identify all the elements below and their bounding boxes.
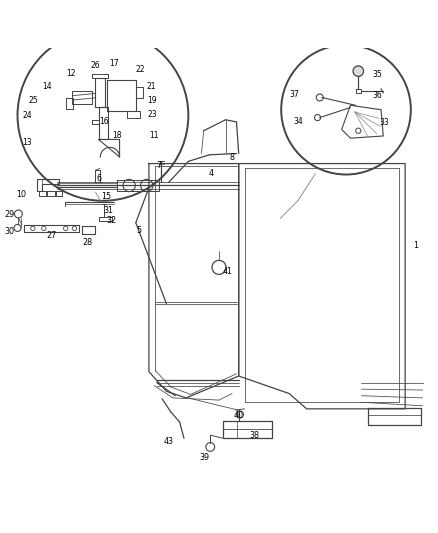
Text: 34: 34 [294,117,304,126]
Text: 22: 22 [135,65,145,74]
Text: 15: 15 [101,192,111,201]
Text: 30: 30 [5,227,14,236]
Text: 41: 41 [223,267,233,276]
Text: 25: 25 [28,95,38,104]
Text: 5: 5 [137,226,142,235]
Text: 17: 17 [109,59,119,68]
Circle shape [353,66,364,76]
Text: 1: 1 [413,241,419,250]
Text: 32: 32 [106,216,117,225]
Text: 29: 29 [4,211,15,219]
Text: 31: 31 [104,206,113,215]
Text: 23: 23 [148,110,157,118]
Text: 13: 13 [22,138,32,147]
Text: 39: 39 [200,453,210,462]
Text: 27: 27 [46,231,57,240]
Text: 18: 18 [113,132,122,141]
Text: 14: 14 [42,82,52,91]
Text: 16: 16 [99,117,109,126]
Text: 43: 43 [164,437,173,446]
Text: 40: 40 [234,411,244,420]
Text: 35: 35 [373,70,382,79]
Text: 36: 36 [373,91,382,100]
Text: 12: 12 [66,69,76,78]
Text: 11: 11 [149,131,159,140]
Text: 4: 4 [208,169,214,178]
Text: 21: 21 [146,82,156,91]
Text: 19: 19 [148,96,157,106]
Text: 37: 37 [290,90,299,99]
Text: 28: 28 [82,238,93,247]
Text: 26: 26 [91,61,100,69]
Text: 38: 38 [250,431,260,440]
Text: 6: 6 [96,174,101,183]
Text: 7: 7 [156,161,161,170]
Text: 10: 10 [16,190,26,199]
Text: 33: 33 [380,118,389,127]
Text: 8: 8 [230,154,235,163]
Text: 24: 24 [22,111,32,120]
